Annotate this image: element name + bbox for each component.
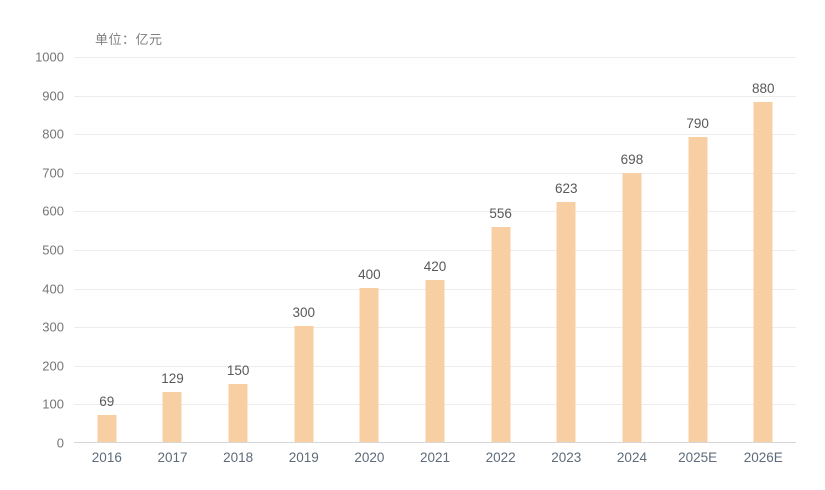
x-tick-label-2022: 2022 [485,450,516,465]
x-tick-label-2019: 2019 [288,450,319,465]
bar-value-2023: 623 [555,180,578,196]
bar-slot-2020: 400 [337,57,403,442]
x-tick-label-2026E: 2026E [743,450,783,465]
x-axis-labels: 2016 2017 2018 2019 2020 2021 2022 2023 2024 2025… [74,450,796,465]
y-tick-label-400: 400 [42,281,64,297]
bar-2020 [359,287,379,442]
bar-value-2019: 300 [292,305,315,321]
bar-2023 [556,201,576,442]
bar-2016 [97,415,117,442]
bar-2021 [425,279,445,442]
bar-2019 [294,326,314,442]
bar-value-2020: 400 [358,266,381,282]
bar-slot-2025E: 790 [665,57,731,442]
bar-value-2018: 150 [226,363,250,379]
bar-value-2021: 420 [423,258,447,274]
x-tick-label-2023: 2023 [551,450,582,465]
bar-value-2025E: 790 [686,116,709,132]
x-tick-label-2018: 2018 [223,450,254,465]
bar-2017 [162,392,182,442]
y-tick-label-900: 900 [42,88,64,104]
gridline-800 [74,134,796,136]
bar-value-2026E: 880 [751,81,775,97]
bar-2025E [688,137,708,442]
bar-slot-2024: 698 [599,57,665,442]
x-tick-label-2017: 2017 [157,450,188,465]
bar-2026E [753,102,773,442]
bar-slot-2017: 129 [140,57,206,442]
bar-value-2024: 698 [620,151,644,167]
x-tick-label-2025E: 2025E [678,450,718,465]
x-tick-label-2020: 2020 [354,450,385,465]
x-tick-label-2024: 2024 [616,450,647,465]
y-tick-label-1000: 1000 [35,49,64,65]
bar-slot-2016: 69 [74,57,140,442]
bar-2024 [622,172,642,442]
bar-2022 [491,227,511,442]
y-tick-label-100: 100 [42,396,64,412]
x-tick-label-2021: 2021 [420,450,451,465]
gridline-600 [74,211,796,213]
y-tick-label-500: 500 [42,242,64,258]
bar-value-2017: 129 [161,371,184,387]
y-tick-label-600: 600 [42,203,64,219]
unit-label: 单位：亿元 [95,32,163,47]
y-tick-label-800: 800 [42,126,64,142]
y-tick-label-300: 300 [42,319,64,335]
gridline-1000 [74,57,796,58]
y-tick-label-200: 200 [42,358,64,374]
gridline-500 [74,250,796,251]
gridline-900 [74,95,796,97]
bar-slot-2026E: 880 [730,57,796,442]
bar-slot-2018: 150 [205,57,271,442]
bar-slot-2019: 300 [271,57,337,442]
gridline-700 [74,172,796,174]
bar-value-2022: 556 [489,206,512,222]
x-tick-label-2016: 2016 [91,450,122,465]
bar-slot-2022: 556 [468,57,534,442]
bar-slot-2021: 420 [402,57,468,442]
bars-row: 69 129 150 300 400 420 556 623 698 790 880 [74,57,796,442]
plot-area: 69 129 150 300 400 420 556 623 698 790 880 [74,57,796,443]
y-tick-label-0: 0 [56,435,64,451]
y-tick-label-700: 700 [42,165,64,181]
y-axis-labels: 0 100 200 300 400 500 600 700 800 900 1000 [0,50,64,451]
bar-value-2016: 69 [99,394,115,410]
bar-2018 [228,384,248,442]
bar-slot-2023: 623 [533,57,599,442]
